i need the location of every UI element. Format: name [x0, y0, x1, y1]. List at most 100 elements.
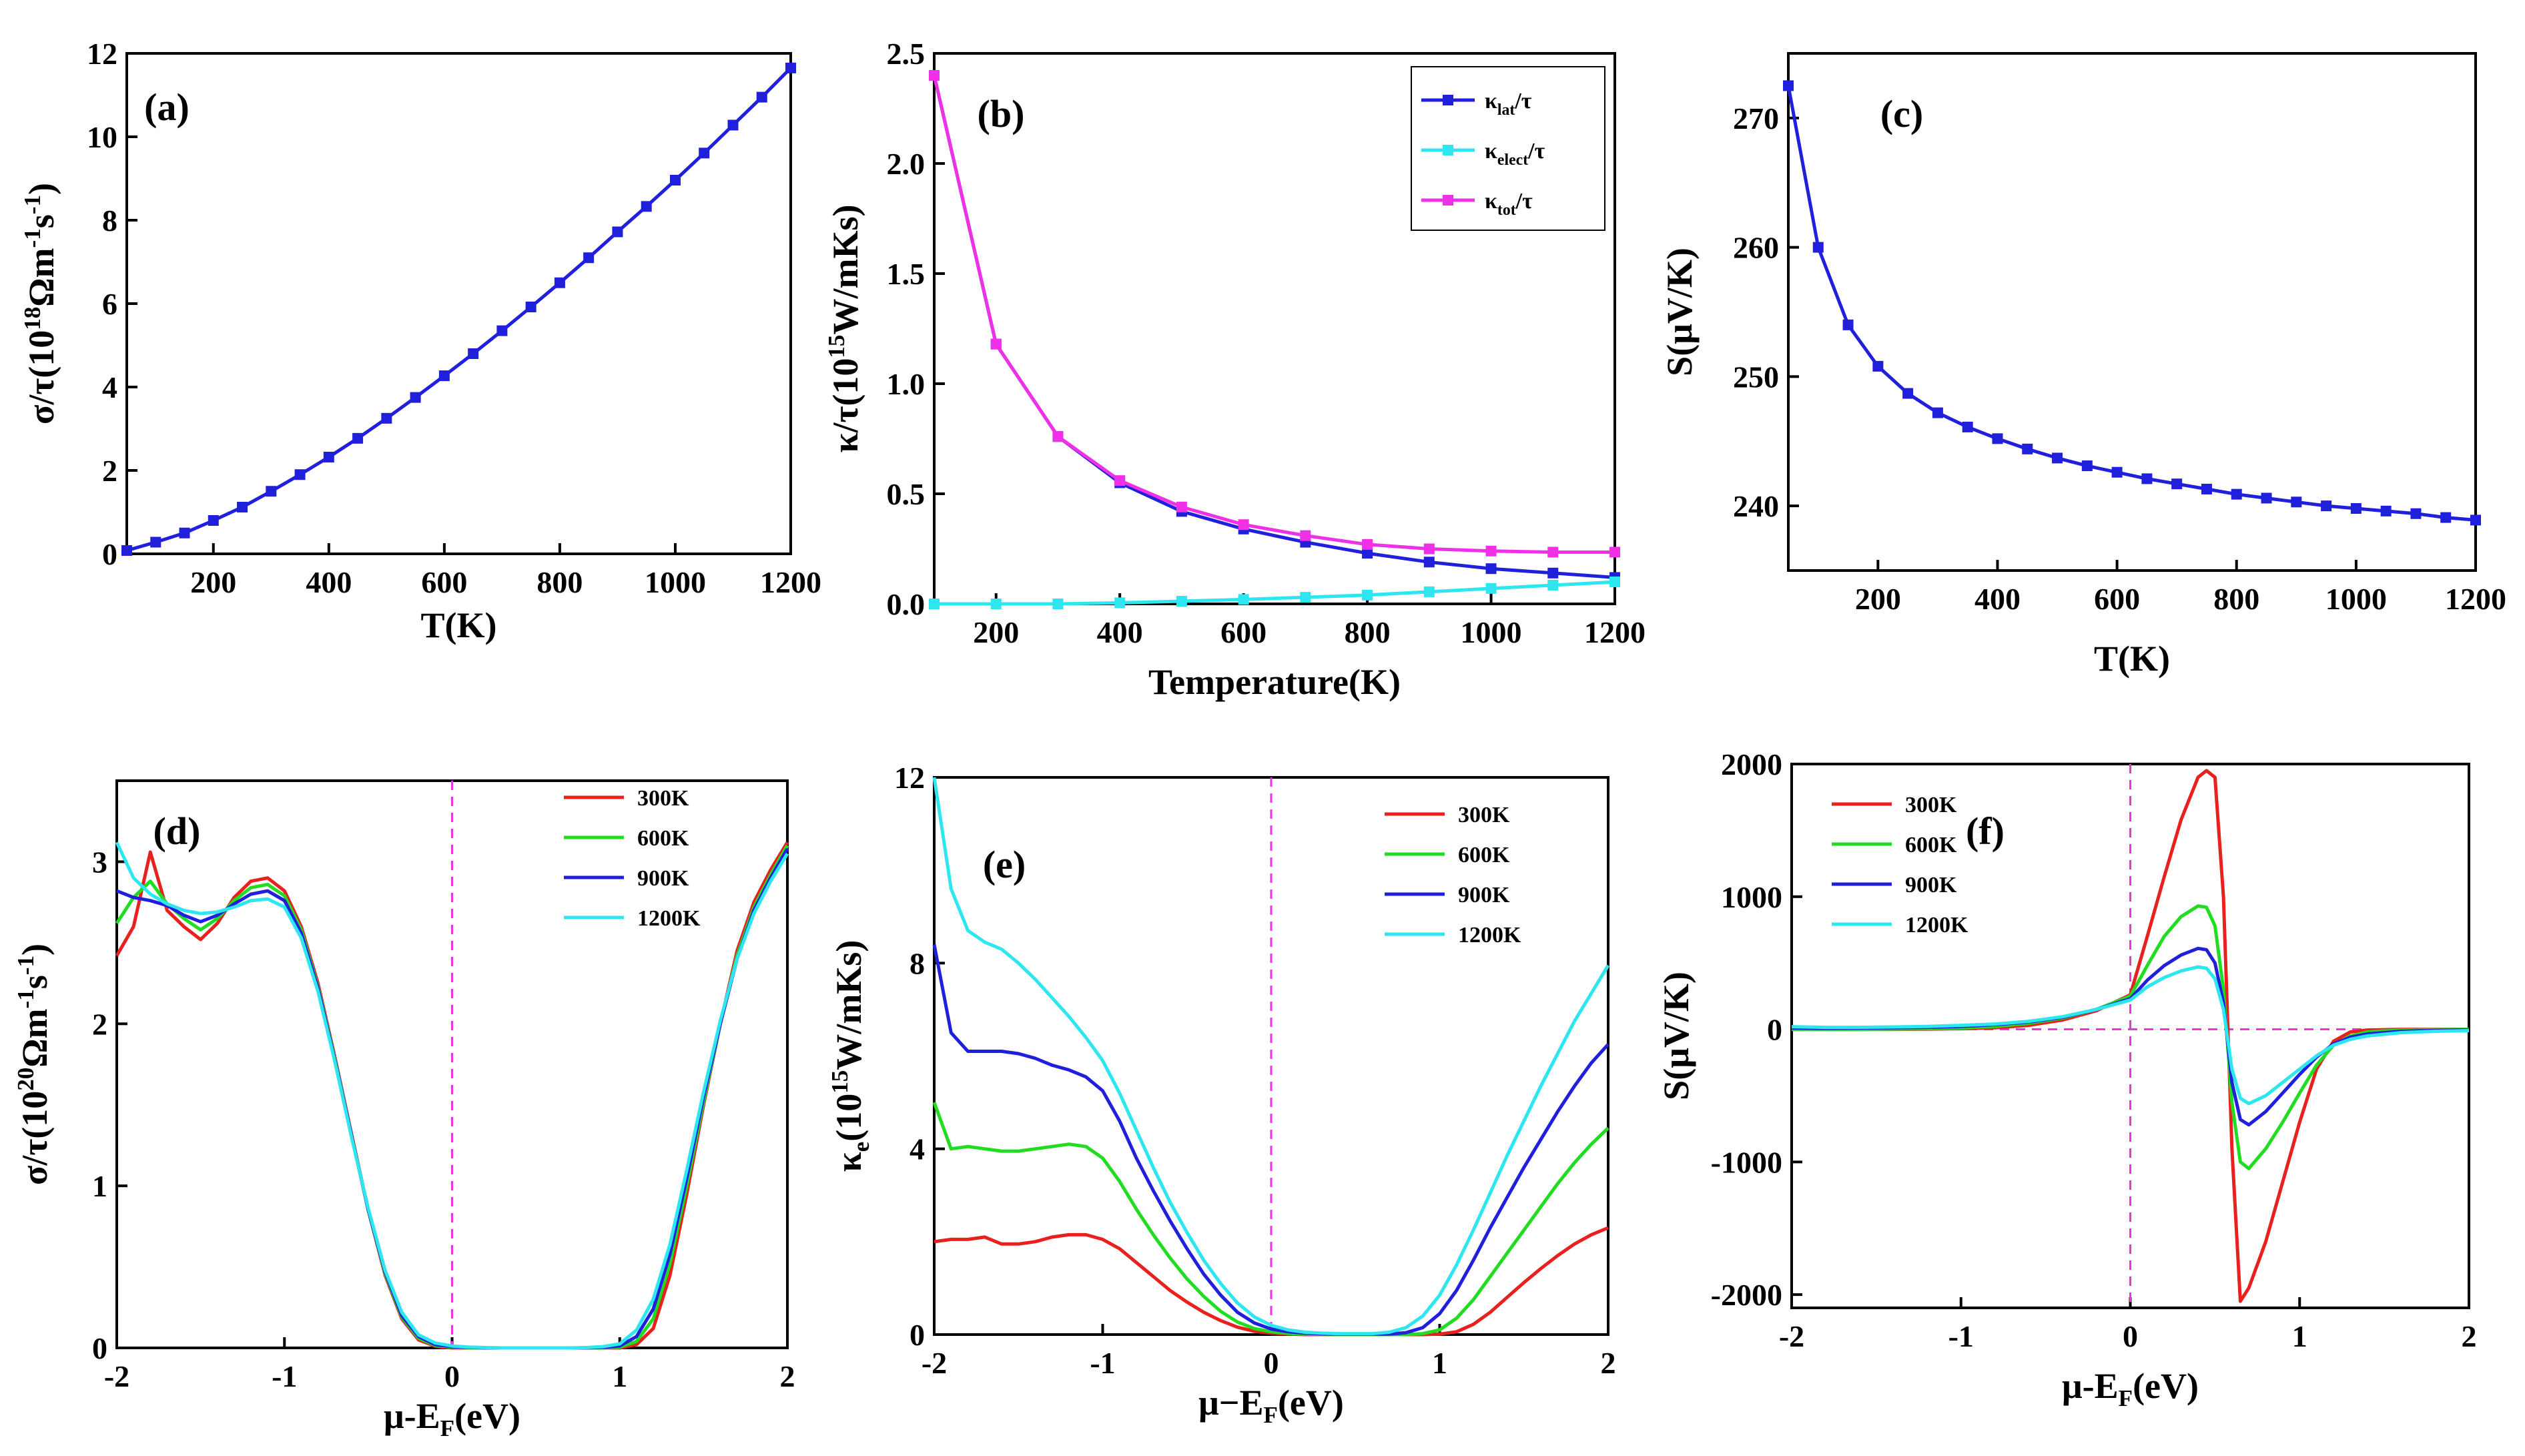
panel-label: (f) — [1966, 809, 2005, 853]
x-axis-label: μ−EF(eV) — [1198, 1383, 1344, 1428]
y-tick-label: 0.0 — [887, 587, 926, 621]
data-point — [1547, 567, 1559, 579]
x-tick-label: 1200 — [1584, 615, 1646, 649]
plot-frame — [125, 52, 792, 555]
data-point — [2022, 443, 2033, 454]
data-point — [323, 452, 334, 462]
data-point — [1812, 242, 1824, 253]
data-point — [583, 252, 595, 264]
data-point — [756, 91, 767, 103]
x-tick-label: 400 — [1097, 615, 1143, 649]
data-point — [1609, 577, 1620, 587]
y-axis-label: S(μV/K) — [1660, 248, 1700, 376]
series-line-κelect/τ — [934, 580, 1615, 606]
x-tick-label: 1200 — [760, 565, 821, 599]
y-tick-label: 2.5 — [887, 37, 926, 71]
data-point — [1547, 579, 1559, 591]
x-axis-label: T(K) — [2094, 639, 2170, 679]
x-tick-label: 1000 — [645, 565, 706, 599]
x-tick-label: 0 — [444, 1359, 460, 1393]
data-point — [1992, 433, 2003, 444]
x-tick-label: -1 — [1948, 1319, 1974, 1353]
x-tick-label: 0 — [1264, 1346, 1279, 1380]
data-point — [1362, 548, 1373, 559]
x-tick-label: 400 — [306, 565, 352, 599]
data-point — [1362, 589, 1373, 601]
x-tick-label: 1 — [2292, 1319, 2307, 1353]
y-tick-label: 0.5 — [887, 477, 926, 511]
x-tick-label: 2 — [1601, 1346, 1616, 1380]
data-point — [1902, 388, 1914, 399]
data-point — [2380, 505, 2392, 516]
data-point — [2171, 478, 2183, 490]
data-point — [1547, 547, 1559, 558]
data-point — [2141, 473, 2153, 484]
panel-f-seebeck-vs-mu: -2 -1 0 1 2 -2000 -1000 0 1000 2000 (f) μ-EF(eV) S(μ… — [1656, 747, 2477, 1411]
plot-frame — [1787, 52, 2477, 572]
data-point — [525, 302, 536, 312]
legend-entry-1200K: 1200K — [1905, 913, 1968, 938]
y-axis-label: σ/τ(1020Ωm-1s-1) — [13, 944, 55, 1185]
panel-label: (e) — [983, 843, 1026, 886]
data-point — [2321, 500, 2332, 512]
x-tick-label: 200 — [190, 565, 236, 599]
x-tick-label: 1 — [612, 1359, 627, 1393]
x-tick-label: 0 — [2123, 1319, 2138, 1353]
data-point — [1485, 545, 1497, 557]
y-tick-label: 1 — [92, 1169, 107, 1203]
panel-a-sigma-vs-T: 200 400 600 800 1000 1200 0 2 4 6 8 10 12 (a) T(K) σ/τ(… — [19, 37, 821, 645]
x-tick-label: 1000 — [1461, 615, 1522, 649]
x-tick-label: -2 — [104, 1359, 129, 1393]
data-point — [2052, 452, 2063, 464]
x-tick-label: 1 — [1432, 1346, 1447, 1380]
x-tick-label: 600 — [421, 565, 467, 599]
legend-entry-300K: 300K — [1905, 793, 1957, 817]
legend-entry-tot: κtot/τ — [1485, 189, 1533, 219]
x-tick-label: 1000 — [2325, 582, 2387, 616]
data-point — [1114, 475, 1126, 486]
x-tick-label: 1200 — [2445, 582, 2506, 616]
panel-label: (a) — [144, 85, 190, 129]
series-line-1200K — [115, 841, 789, 1350]
x-tick-label: -2 — [1779, 1319, 1804, 1353]
y-tick-label: 4 — [102, 370, 117, 404]
data-point — [352, 432, 364, 444]
y-tick-label: 0 — [910, 1318, 925, 1352]
y-tick-label: -1000 — [1711, 1145, 1782, 1179]
legend-entry-900K: 900K — [1458, 883, 1510, 907]
series-line-S — [1786, 85, 2476, 522]
data-point — [2081, 460, 2093, 472]
y-tick-label: 2 — [102, 454, 117, 488]
data-point — [410, 392, 421, 403]
y-tick-label: 6 — [102, 287, 117, 321]
y-tick-label: 0 — [102, 537, 117, 571]
panel-b-kappa-vs-temperature: 200 400 600 800 1000 1200 0.0 0.5 1.0 1.5 2.0 2.5 (b… — [823, 37, 1646, 702]
data-point — [208, 515, 219, 526]
data-point — [929, 599, 940, 609]
x-axis-label: μ-EF(eV) — [2062, 1366, 2199, 1411]
y-tick-label: 8 — [102, 204, 117, 238]
series-line-900K — [932, 944, 1609, 1336]
y-tick-label: 240 — [1733, 489, 1779, 523]
data-point — [294, 469, 306, 480]
x-axis-label: T(K) — [421, 605, 497, 645]
x-tick-label: -1 — [1090, 1346, 1115, 1380]
data-point — [554, 277, 565, 288]
data-point — [2231, 488, 2242, 500]
y-axis-label: S(μV/K) — [1656, 972, 1696, 1100]
panel-label: (c) — [1880, 92, 1923, 135]
legend-marker — [1443, 145, 1453, 155]
panel-d-sigma-vs-mu: -2 -1 0 1 2 0 1 2 3 (d) μ-EF(eV) σ/τ(1020Ωm-1s-1) 30… — [13, 779, 795, 1441]
data-point — [1842, 319, 1854, 330]
data-point — [669, 175, 681, 186]
plot-frame — [933, 52, 1616, 605]
legend-entry-300K: 300K — [637, 786, 689, 811]
data-point — [1176, 596, 1187, 607]
data-point — [990, 338, 1002, 350]
x-axis-label: μ-EF(eV) — [384, 1396, 520, 1441]
data-point — [727, 119, 739, 131]
y-tick-label: 270 — [1733, 101, 1779, 135]
y-axis-label: κ/τ(1015W/mKs) — [823, 205, 865, 453]
x-tick-label: 800 — [1345, 615, 1391, 649]
